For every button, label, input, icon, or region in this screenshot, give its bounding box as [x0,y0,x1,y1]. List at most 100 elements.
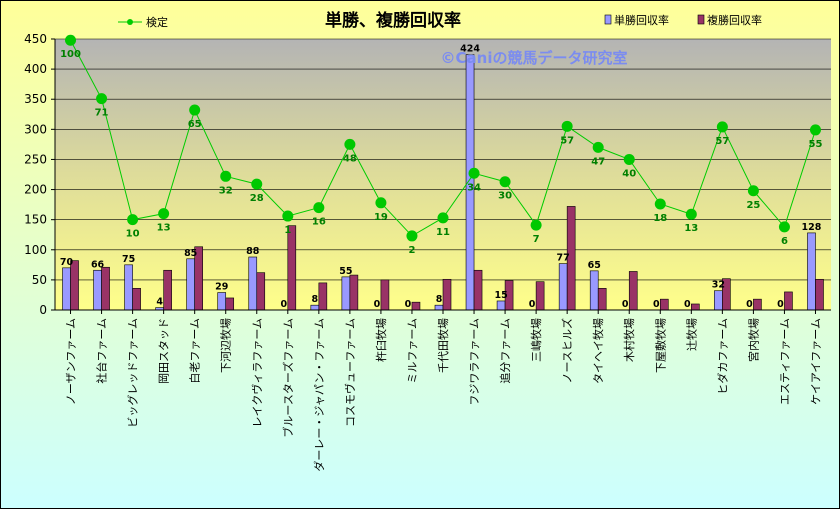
bar-place [535,281,545,311]
bar-win [310,304,320,311]
bar-win-value-label: 0 [746,299,753,310]
bar-place [691,303,700,311]
test-point-label: 30 [498,191,512,202]
x-tick-label: 下河辺牧場 [219,318,233,373]
test-point-label: 48 [343,153,357,164]
bar-win-value-label: 75 [122,254,135,265]
test-point-label: 7 [533,234,540,245]
bar-win-value-label: 55 [339,266,352,277]
bar-win [589,270,599,311]
test-point-label: 19 [374,212,388,223]
plot-area [55,39,831,310]
y-tick-label: 300 [24,122,47,136]
legend-swatch-win [604,14,612,25]
test-point [251,178,263,190]
test-point-label: 6 [781,236,788,247]
test-point [809,124,821,136]
bar-place [70,260,79,311]
test-point [65,34,77,46]
test-point-label: 100 [60,49,81,60]
bar-place [815,278,824,311]
test-point-label: 47 [591,156,605,167]
test-point [747,185,759,197]
legend-label-win: 単勝回収率 [614,13,669,27]
x-tick-label: 岡田スタッド [158,318,171,384]
x-tick-label: ビッグレッドファーム [126,318,140,428]
bar-place [132,288,141,311]
test-point-label: 32 [219,185,233,196]
x-tick-label: 千代田牧場 [436,318,450,373]
legend-label-test: 検定 [146,15,168,29]
bar-win-value-label: 88 [246,246,260,257]
test-point [499,176,511,188]
bar-win [62,267,71,311]
bar-win [248,256,258,311]
test-point-label: 13 [157,223,171,234]
legend-swatch-place [697,14,705,25]
bar-win-value-label: 65 [588,260,601,271]
test-line-series [65,34,821,242]
chart-title: 単勝、複勝回収率 [325,10,461,31]
test-point-label: 34 [467,182,481,193]
x-tick-label: ブルースターズファーム [281,318,295,438]
test-point [127,214,139,226]
bar-place [380,279,390,311]
bar-win-value-label: 4 [156,297,163,308]
bar-place [101,266,110,311]
test-point [344,138,356,150]
bar-win [186,258,195,311]
test-point-label: 2 [408,245,415,256]
test-point-label: 65 [188,119,202,130]
test-point-label: 71 [95,108,109,119]
test-point [685,208,697,220]
y-tick-label: 250 [24,152,47,166]
x-tick-label: 下屋敷牧場 [653,318,667,373]
x-tick-label: 三嶋牧場 [529,318,543,362]
test-point [778,221,790,233]
test-point [530,219,542,231]
test-point [406,230,418,242]
bar-place [256,272,266,311]
bar-place [597,288,607,311]
bar-win [558,263,568,311]
y-tick-label: 350 [24,92,47,106]
x-tick-label: 社台ファーム [95,318,109,384]
bar-win-value-label: 15 [494,290,507,301]
bar-place [784,291,793,311]
bar-win-value-label: 0 [653,299,660,310]
legend: 検定 単勝回収率 複勝回収率 [118,13,762,29]
x-tick-label: 白老ファーム [188,318,202,384]
y-tick-label: 450 [24,32,47,46]
legend-label-place: 複勝回収率 [707,13,762,27]
x-tick-label: ノーザンファーム [65,318,78,405]
test-point [468,167,480,179]
bar-win-value-label: 0 [529,299,536,310]
x-tick-label: 追分ファーム [498,318,512,384]
test-point-label: 25 [746,200,760,211]
test-point [189,104,201,116]
test-point-label: 28 [250,193,264,204]
x-tick-label: コスモヴューファーム [343,318,357,427]
test-point [716,121,728,133]
x-tick-label: 辻牧場 [684,318,698,351]
bar-win-value-label: 32 [712,280,725,291]
bar-win-value-label: 85 [184,248,197,259]
test-point [313,202,325,214]
test-point [654,198,666,210]
bar-win-value-label: 70 [60,257,74,268]
x-tick-label: 宮内牧場 [746,318,760,362]
bar-place [628,271,638,311]
test-point-label: 55 [809,139,823,150]
test-point [220,170,232,182]
test-point [158,208,170,220]
test-point-label: 13 [684,223,698,234]
bar-win [807,232,816,311]
bar-win-value-label: 0 [280,299,287,310]
test-point [96,93,108,105]
bar-place [659,298,669,311]
bar-win-value-label: 8 [436,294,443,305]
test-point [375,197,387,209]
y-tick-label: 0 [39,303,47,317]
bar-win-value-label: 424 [460,44,480,55]
